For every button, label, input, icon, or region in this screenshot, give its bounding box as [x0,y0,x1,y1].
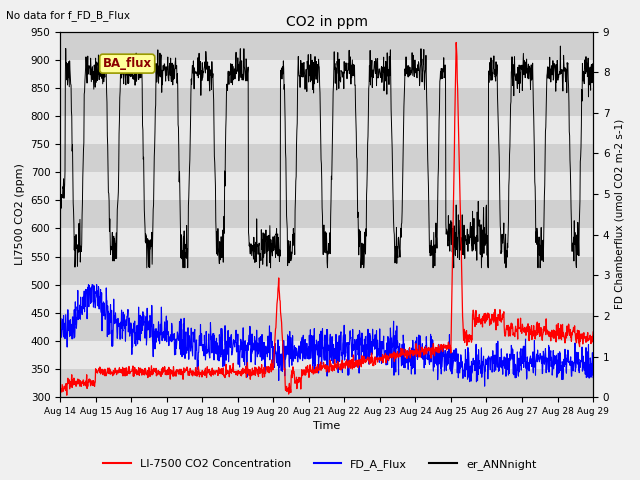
Text: BA_flux: BA_flux [102,57,152,70]
X-axis label: Time: Time [313,421,340,432]
Bar [60,88,593,116]
Legend: LI-7500 CO2 Concentration, FD_A_Flux, er_ANNnight: LI-7500 CO2 Concentration, FD_A_Flux, er… [99,455,541,474]
Bar [60,369,593,397]
Y-axis label: FD Chamberflux (umol CO2 m-2 s-1): FD Chamberflux (umol CO2 m-2 s-1) [615,119,625,310]
Text: No data for f_FD_B_Flux: No data for f_FD_B_Flux [6,10,131,21]
Bar [60,144,593,172]
Bar [60,32,593,60]
Bar [60,256,593,285]
Y-axis label: LI7500 CO2 (ppm): LI7500 CO2 (ppm) [15,163,25,265]
Bar [60,200,593,228]
Title: CO2 in ppm: CO2 in ppm [285,15,367,29]
Bar [60,313,593,341]
